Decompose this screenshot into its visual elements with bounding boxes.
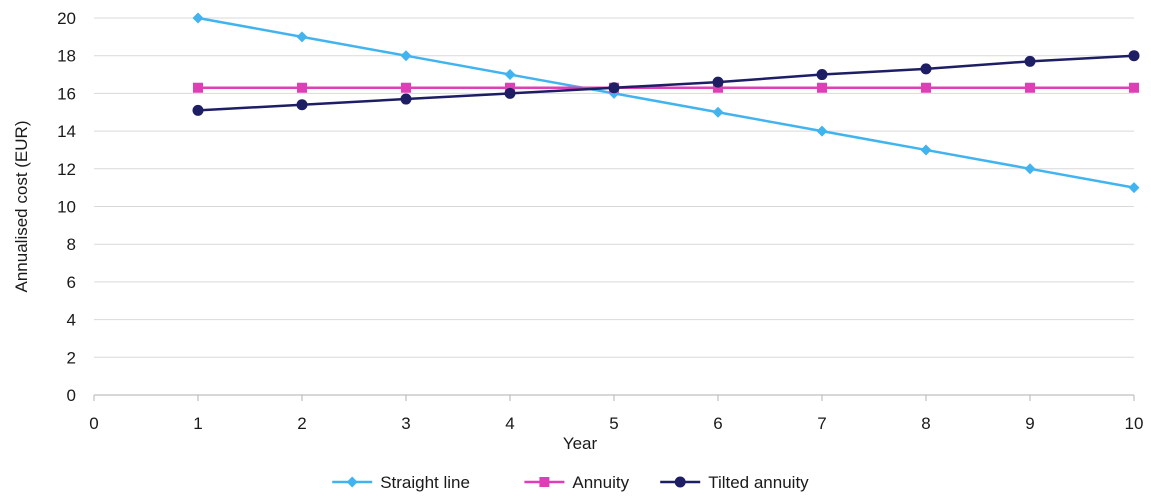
legend-swatch-marker bbox=[346, 476, 358, 488]
y-axis-tick-labels: 0 2 4 6 8 10 12 14 16 18 20 bbox=[57, 9, 76, 405]
legend-swatch-marker bbox=[539, 477, 550, 487]
y-tick-label: 12 bbox=[57, 160, 76, 179]
series-line-straight-line bbox=[197, 16, 1135, 189]
legend-item-straight-line: Straight line bbox=[332, 473, 470, 492]
legend-label: Straight line bbox=[380, 473, 470, 492]
y-tick-label: 4 bbox=[67, 311, 76, 330]
legend-item-annuity: Annuity bbox=[524, 473, 630, 492]
data-point-annuity bbox=[921, 82, 931, 93]
x-tick-label: 1 bbox=[193, 414, 202, 433]
data-point-tilted-annuity bbox=[192, 104, 204, 116]
data-point-straight-line bbox=[1128, 182, 1140, 194]
y-tick-label: 0 bbox=[67, 386, 76, 405]
y-tick-label: 10 bbox=[57, 198, 76, 217]
legend-swatch-marker bbox=[674, 476, 686, 488]
data-point-tilted-annuity bbox=[816, 69, 828, 81]
legend-label: Tilted annuity bbox=[708, 473, 809, 492]
y-tick-label: 14 bbox=[57, 122, 76, 141]
series-line-tilted-annuity bbox=[197, 54, 1135, 112]
legend: Straight line Annuity Tilted annuity bbox=[332, 473, 809, 492]
data-point-annuity bbox=[505, 82, 515, 93]
data-point-tilted-annuity bbox=[1024, 55, 1036, 67]
legend-item-tilted-annuity: Tilted annuity bbox=[660, 473, 809, 492]
data-point-straight-line bbox=[1024, 163, 1036, 175]
data-point-annuity bbox=[1025, 82, 1035, 93]
x-tick-label: 4 bbox=[505, 414, 514, 433]
series-straight-line bbox=[192, 12, 1140, 194]
x-tick-label: 0 bbox=[89, 414, 98, 433]
data-point-tilted-annuity bbox=[712, 76, 724, 88]
y-tick-label: 20 bbox=[57, 9, 76, 28]
data-point-straight-line bbox=[920, 144, 932, 156]
x-tick-label: 9 bbox=[1025, 414, 1034, 433]
series-annuity bbox=[193, 82, 1139, 93]
data-point-straight-line bbox=[400, 50, 412, 62]
x-tick-label: 7 bbox=[817, 414, 826, 433]
legend-label: Annuity bbox=[572, 473, 629, 492]
series-tilted-annuity bbox=[192, 50, 1140, 116]
x-axis-tick-labels: 0 1 2 3 4 5 6 7 8 9 10 bbox=[89, 414, 1143, 433]
y-tick-label: 2 bbox=[67, 348, 76, 367]
y-tick-label: 16 bbox=[57, 84, 76, 103]
series bbox=[192, 12, 1140, 194]
data-point-annuity bbox=[193, 82, 203, 93]
y-tick-label: 8 bbox=[67, 235, 76, 254]
data-point-straight-line bbox=[504, 69, 516, 81]
data-point-straight-line bbox=[712, 106, 724, 118]
gridlines bbox=[94, 17, 1134, 358]
data-point-tilted-annuity bbox=[920, 63, 932, 75]
data-point-straight-line bbox=[296, 31, 308, 43]
x-tick-label: 10 bbox=[1125, 414, 1144, 433]
data-point-tilted-annuity bbox=[400, 93, 412, 105]
x-tick-label: 6 bbox=[713, 414, 722, 433]
x-tick-label: 2 bbox=[297, 414, 306, 433]
y-tick-label: 18 bbox=[57, 47, 76, 66]
data-point-annuity bbox=[401, 82, 411, 93]
data-point-straight-line bbox=[816, 125, 828, 137]
data-point-tilted-annuity bbox=[504, 87, 516, 99]
data-point-annuity bbox=[1129, 82, 1139, 93]
x-tick-label: 8 bbox=[921, 414, 930, 433]
x-tick-label: 3 bbox=[401, 414, 410, 433]
x-tick-label: 5 bbox=[609, 414, 618, 433]
axes bbox=[93, 394, 1135, 401]
data-point-straight-line bbox=[192, 12, 204, 24]
y-axis-title: Annualised cost (EUR) bbox=[12, 121, 31, 293]
data-point-tilted-annuity bbox=[296, 99, 308, 111]
y-tick-label: 6 bbox=[67, 273, 76, 292]
data-point-annuity bbox=[297, 82, 307, 93]
x-axis-title: Year bbox=[563, 434, 598, 453]
data-point-tilted-annuity bbox=[608, 82, 620, 94]
data-point-tilted-annuity bbox=[1128, 50, 1140, 62]
data-point-annuity bbox=[817, 82, 827, 93]
data-point-annuity bbox=[713, 82, 723, 93]
